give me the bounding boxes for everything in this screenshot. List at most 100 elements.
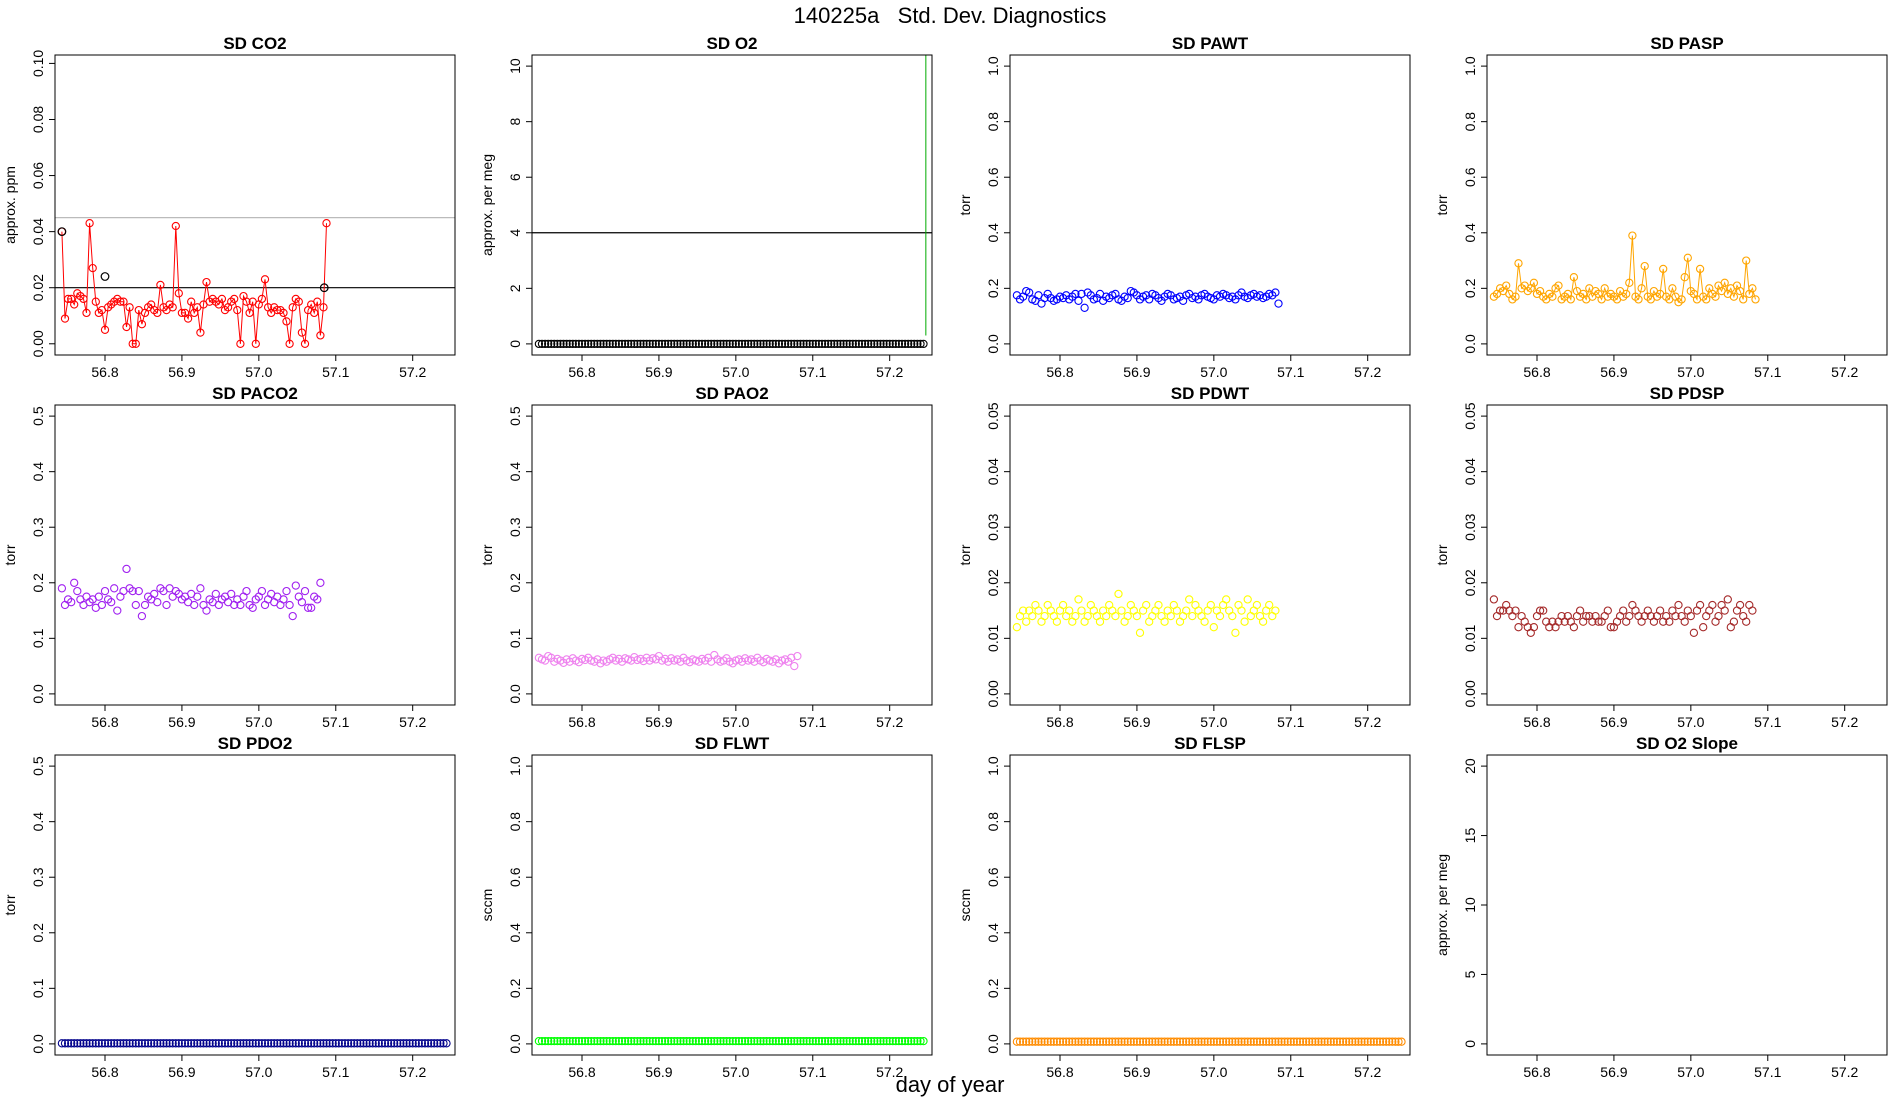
- data-point: [1178, 611, 1188, 621]
- data-point: [676, 339, 685, 349]
- data-point: [97, 1039, 107, 1048]
- data-point: [1240, 617, 1249, 626]
- y-axis-label: torr: [957, 544, 973, 565]
- data-point: [1280, 1037, 1289, 1046]
- data-point: [824, 339, 833, 349]
- data-point: [910, 339, 919, 349]
- data-point: [845, 1036, 854, 1046]
- data-point: [833, 339, 842, 349]
- data-point: [1185, 595, 1194, 604]
- data-point: [1671, 611, 1680, 621]
- data-point: [223, 1039, 233, 1048]
- data-point: [282, 586, 291, 596]
- data-point: [759, 339, 768, 349]
- data-point: [1043, 1037, 1052, 1046]
- data-point: [817, 1036, 827, 1046]
- data-point: [1375, 1037, 1385, 1046]
- data-point: [288, 303, 297, 312]
- data-point: [673, 339, 682, 349]
- x-tick-label: 57.2: [399, 714, 426, 730]
- data-point: [627, 1036, 636, 1046]
- data-point: [193, 592, 202, 601]
- data-point: [1151, 1037, 1160, 1046]
- data-point: [1160, 617, 1169, 626]
- plot-frame: [1486, 54, 1888, 356]
- plot-panel: SD CO2 approx. ppm 56.8 56.9 57.0 57.1 57.2 0.0…: [2, 34, 456, 380]
- data-point: [1369, 1037, 1378, 1046]
- data-point: [1305, 1037, 1314, 1046]
- data-point: [1080, 1037, 1089, 1046]
- data-point: [587, 339, 596, 349]
- data-point: [282, 317, 291, 326]
- x-tick-label: 57.1: [799, 1064, 826, 1080]
- plot-title: SD PASP: [1650, 34, 1723, 53]
- data-point: [1175, 1037, 1185, 1046]
- data-point: [873, 339, 882, 349]
- data-point: [134, 1039, 143, 1048]
- data-point: [599, 1036, 608, 1046]
- data-point: [297, 598, 307, 607]
- data-point: [107, 1039, 116, 1048]
- data-point: [1200, 1037, 1209, 1046]
- y-tick-label: 0.05: [985, 402, 1001, 429]
- y-axis-label: torr: [479, 544, 495, 565]
- data-point: [1169, 1037, 1178, 1046]
- data-point: [1748, 284, 1757, 293]
- y-axis-label: sccm: [957, 889, 973, 922]
- data-point: [1012, 623, 1022, 632]
- data-point: [627, 339, 636, 349]
- data-point: [190, 600, 199, 610]
- data-point: [1191, 1037, 1200, 1046]
- data-point: [1689, 628, 1699, 637]
- data-point: [562, 1036, 571, 1046]
- data-point: [174, 289, 183, 298]
- data-point: [864, 1036, 873, 1046]
- data-point: [396, 1039, 405, 1048]
- data-point: [128, 339, 137, 348]
- data-point: [1040, 1037, 1049, 1046]
- data-point: [596, 339, 605, 349]
- data-point: [1631, 606, 1640, 615]
- data-point: [1492, 611, 1502, 621]
- data-point: [202, 277, 211, 287]
- y-tick-label: 0.5: [507, 406, 523, 426]
- data-point: [793, 651, 802, 661]
- data-point: [310, 1039, 319, 1048]
- x-tick-label: 57.1: [322, 364, 349, 380]
- data-point: [125, 1039, 134, 1048]
- plot-frame: [1486, 754, 1888, 1056]
- y-tick-label: 0.6: [507, 867, 523, 887]
- data-point: [313, 595, 322, 604]
- data-point: [704, 339, 713, 349]
- data-point: [873, 1036, 882, 1046]
- data-point: [568, 1036, 577, 1046]
- data-point: [1046, 606, 1055, 615]
- data-point: [562, 339, 571, 349]
- data-point: [553, 339, 562, 349]
- data-point: [608, 339, 617, 349]
- x-tick-label: 56.9: [645, 364, 672, 380]
- data-point: [805, 339, 814, 349]
- data-point: [1363, 1037, 1372, 1046]
- data-point: [747, 339, 756, 349]
- data-point: [177, 1039, 187, 1048]
- data-point: [380, 1039, 390, 1048]
- data-point: [1329, 1037, 1338, 1046]
- data-point: [70, 300, 79, 309]
- data-point: [1225, 1037, 1234, 1046]
- data-point: [91, 1039, 100, 1048]
- data-point: [1065, 1037, 1074, 1046]
- data-point: [1246, 611, 1255, 621]
- data-point: [568, 339, 577, 349]
- x-tick-label: 56.9: [1123, 364, 1150, 380]
- data-point: [1240, 1037, 1249, 1046]
- data-point: [1200, 617, 1209, 626]
- data-point: [540, 1036, 550, 1046]
- data-point: [1108, 606, 1117, 615]
- data-point: [1351, 1037, 1360, 1046]
- data-point: [1206, 600, 1215, 610]
- data-point: [285, 1039, 294, 1048]
- data-point: [282, 1039, 291, 1048]
- x-tick-label: 56.8: [1523, 1064, 1550, 1080]
- y-tick-label: 0.8: [985, 812, 1001, 832]
